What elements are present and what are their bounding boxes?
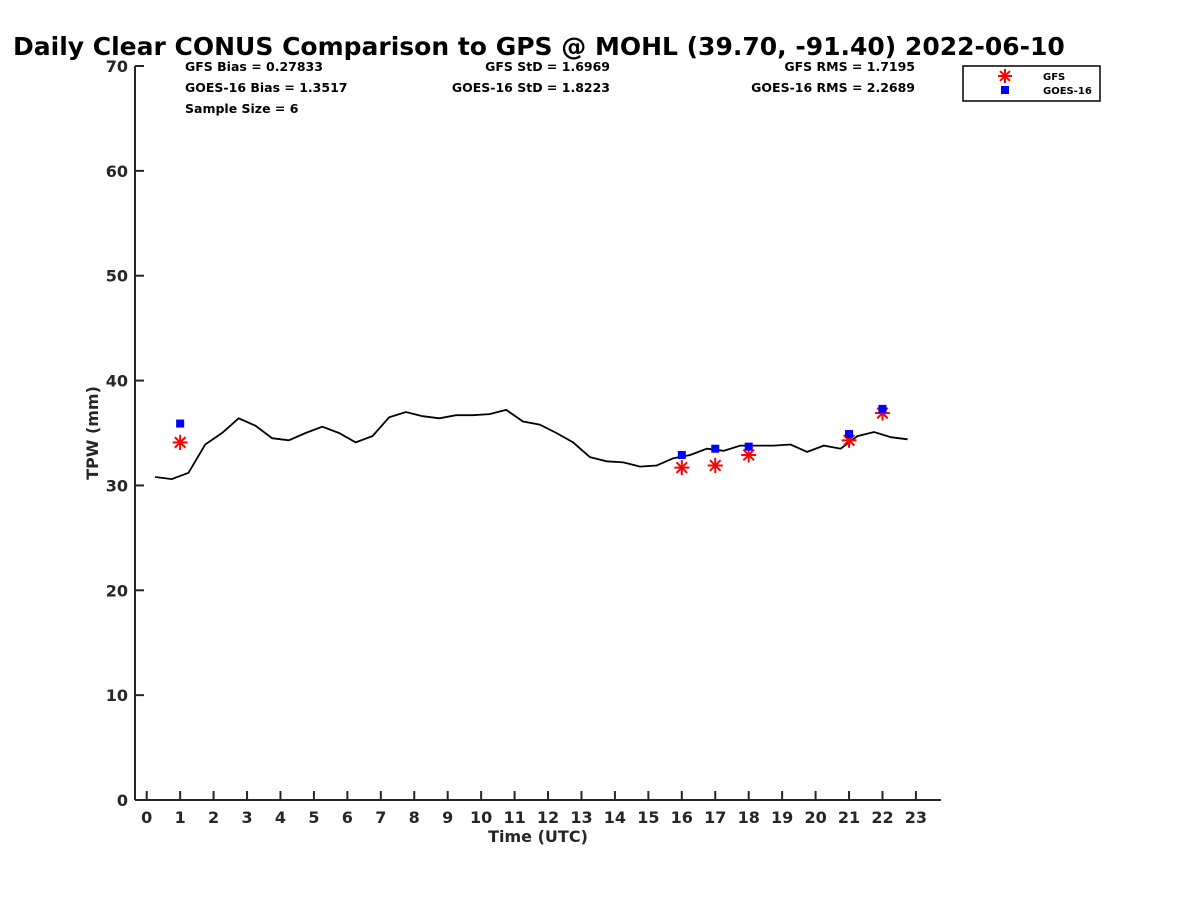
x-tick-label: 9 [442, 808, 453, 827]
gps-series [154, 408, 908, 481]
y-tick-label: 20 [106, 581, 128, 600]
stats-block: GFS Bias = 0.27833 GOES-16 Bias = 1.3517… [185, 59, 915, 116]
x-tick-label: 13 [570, 808, 592, 827]
goes16-series [176, 404, 887, 460]
stat-sample-size: Sample Size = 6 [185, 101, 299, 116]
x-tick-label: 8 [409, 808, 420, 827]
x-tick-label: 4 [275, 808, 286, 827]
gfs-point [172, 434, 188, 450]
y-tick-label: 30 [106, 476, 128, 495]
stat-goes-bias: GOES-16 Bias = 1.3517 [185, 80, 347, 95]
x-tick-label: 18 [738, 808, 760, 827]
x-tick-label: 15 [637, 808, 659, 827]
y-tick-label: 60 [106, 162, 128, 181]
y-tick-label: 40 [106, 372, 128, 391]
axes: 0 1 2 3 4 5 6 7 8 9 10 11 12 13 14 15 16 17 18 19 20 21 22 2301… [106, 57, 941, 827]
legend-gfs-label: GFS [1043, 72, 1065, 83]
legend-goes16-marker [1001, 86, 1009, 94]
stat-goes-rms: GOES-16 RMS = 2.2689 [751, 80, 915, 95]
x-tick-label: 10 [470, 808, 492, 827]
gfs-point [674, 460, 690, 476]
x-tick-label: 5 [308, 808, 319, 827]
x-tick-label: 23 [905, 808, 927, 827]
stat-gfs-rms: GFS RMS = 1.7195 [784, 59, 915, 74]
x-tick-label: 14 [604, 808, 626, 827]
goes16-point [845, 430, 854, 439]
x-tick-label: 20 [804, 808, 826, 827]
legend-gfs-asterisk [998, 69, 1012, 83]
legend: GFS GOES-16 [962, 65, 1101, 102]
goes16-point [744, 442, 753, 451]
gfs-series [172, 405, 890, 476]
goes16-point [711, 444, 720, 453]
x-tick-label: 2 [208, 808, 219, 827]
legend-box [962, 65, 1101, 102]
x-tick-label: 21 [838, 808, 860, 827]
x-tick-label: 6 [342, 808, 353, 827]
x-tick-label: 1 [175, 808, 186, 827]
y-tick-label: 10 [106, 686, 128, 705]
x-tick-label: 11 [503, 808, 525, 827]
goes16-point [878, 404, 887, 413]
legend-gfs-marker [998, 69, 1012, 83]
x-tick-label: 19 [771, 808, 793, 827]
y-tick-label: 70 [106, 57, 128, 76]
goes16-point [176, 419, 185, 428]
stat-gfs-std: GFS StD = 1.6969 [485, 59, 610, 74]
x-tick-label: 12 [537, 808, 559, 827]
y-tick-label: 0 [117, 791, 128, 810]
gps-line [154, 408, 908, 481]
gfs-point [707, 458, 723, 474]
x-tick-label: 16 [671, 808, 693, 827]
stat-gfs-bias: GFS Bias = 0.27833 [185, 59, 323, 74]
x-tick-label: 7 [375, 808, 386, 827]
stat-goes-std: GOES-16 StD = 1.8223 [452, 80, 610, 95]
x-axis-label: Time (UTC) [488, 827, 588, 846]
y-axis-label: TPW (mm) [83, 386, 102, 480]
legend-goes16-label: GOES-16 [1043, 86, 1092, 97]
y-tick-label: 50 [106, 267, 128, 286]
x-tick-label: 3 [241, 808, 252, 827]
chart-title: Daily Clear CONUS Comparison to GPS @ MO… [13, 32, 1065, 61]
goes16-point [677, 451, 686, 460]
x-tick-label: 22 [871, 808, 893, 827]
x-tick-label: 17 [704, 808, 726, 827]
x-tick-label: 0 [141, 808, 152, 827]
